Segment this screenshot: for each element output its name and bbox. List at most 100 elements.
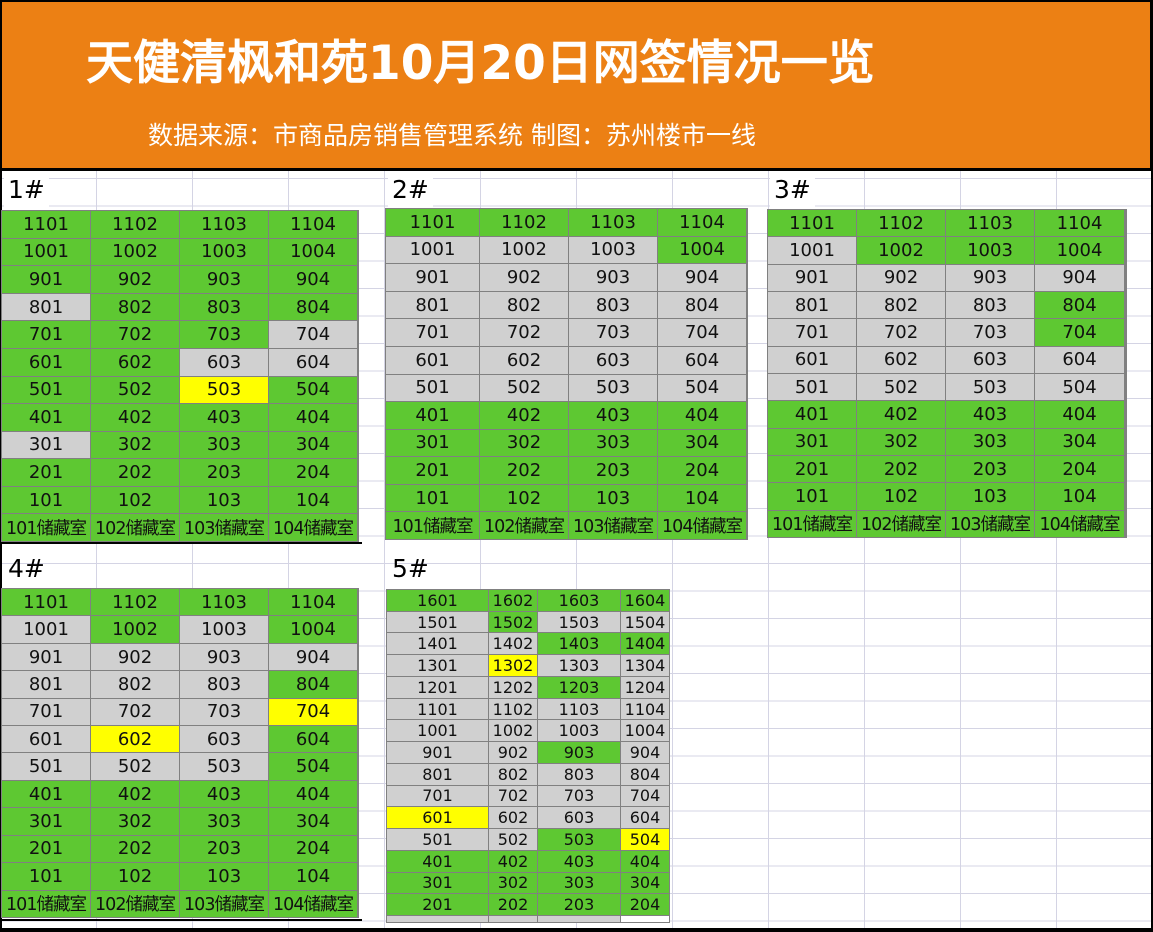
- unit-cell[interactable]: 601: [386, 346, 479, 374]
- unit-cell[interactable]: 201: [386, 457, 479, 484]
- unit-cell[interactable]: 904: [269, 643, 357, 671]
- unit-cell[interactable]: 204: [269, 459, 357, 486]
- unit-cell[interactable]: 404: [269, 404, 357, 431]
- unit-cell[interactable]: 503: [946, 374, 1034, 401]
- unit-cell[interactable]: 1601: [387, 590, 488, 611]
- unit-cell[interactable]: 501: [768, 374, 856, 401]
- unit-cell[interactable]: 102: [91, 863, 179, 890]
- unit-cell[interactable]: 601: [2, 726, 90, 753]
- unit-cell[interactable]: 1102: [91, 211, 179, 238]
- unit-cell[interactable]: 302: [489, 872, 537, 894]
- unit-cell[interactable]: 602: [480, 346, 568, 374]
- unit-cell[interactable]: 101储藏室: [2, 514, 90, 541]
- unit-cell[interactable]: 401: [768, 401, 856, 428]
- unit-cell[interactable]: 602: [91, 348, 179, 376]
- unit-cell[interactable]: 901: [386, 264, 479, 291]
- unit-cell[interactable]: 702: [480, 319, 568, 346]
- unit-cell[interactable]: 502: [489, 829, 537, 850]
- unit-cell[interactable]: 402: [480, 402, 568, 429]
- unit-cell[interactable]: 801: [387, 763, 488, 785]
- unit-cell[interactable]: 102储藏室: [91, 514, 179, 541]
- unit-cell[interactable]: 103储藏室: [180, 890, 268, 917]
- unit-cell[interactable]: 601: [387, 807, 488, 829]
- unit-cell[interactable]: 904: [621, 742, 669, 763]
- unit-cell[interactable]: 1002: [91, 238, 179, 266]
- unit-cell[interactable]: 1102: [91, 589, 179, 616]
- unit-cell[interactable]: 401: [386, 402, 479, 429]
- unit-cell[interactable]: 103: [569, 484, 657, 512]
- unit-cell[interactable]: 1102: [489, 698, 537, 720]
- unit-cell[interactable]: 1101: [2, 211, 90, 238]
- unit-cell[interactable]: 104储藏室: [1035, 510, 1124, 537]
- unit-cell[interactable]: 604: [1035, 346, 1124, 373]
- unit-cell[interactable]: 204: [621, 894, 669, 915]
- unit-cell[interactable]: 101: [386, 484, 479, 512]
- unit-cell[interactable]: 1303: [538, 655, 620, 676]
- unit-cell[interactable]: 304: [269, 431, 357, 459]
- unit-cell[interactable]: 1603: [538, 590, 620, 611]
- unit-cell[interactable]: 402: [91, 404, 179, 431]
- unit-cell[interactable]: 903: [180, 643, 268, 671]
- unit-cell[interactable]: 1103: [538, 698, 620, 720]
- unit-cell[interactable]: 1103: [180, 211, 268, 238]
- unit-cell[interactable]: 1302: [489, 655, 537, 676]
- unit-cell[interactable]: 1401: [387, 633, 488, 655]
- unit-cell[interactable]: 101: [2, 863, 90, 890]
- unit-cell[interactable]: 103储藏室: [569, 512, 657, 539]
- unit-cell[interactable]: 504: [269, 753, 357, 780]
- unit-cell[interactable]: 802: [857, 292, 945, 319]
- unit-cell[interactable]: 203: [569, 457, 657, 484]
- unit-cell[interactable]: 1204: [621, 676, 669, 698]
- unit-cell[interactable]: 1201: [387, 676, 488, 698]
- unit-cell[interactable]: 1003: [180, 238, 268, 266]
- unit-cell[interactable]: 904: [1035, 264, 1124, 291]
- unit-cell[interactable]: 301: [387, 872, 488, 894]
- unit-cell[interactable]: 102: [857, 483, 945, 510]
- unit-cell[interactable]: 401: [2, 780, 90, 808]
- unit-cell[interactable]: 404: [269, 780, 357, 808]
- unit-cell[interactable]: 802: [480, 291, 568, 319]
- unit-cell[interactable]: 104储藏室: [269, 514, 357, 541]
- unit-cell[interactable]: 701: [2, 321, 90, 348]
- unit-cell[interactable]: 501: [387, 829, 488, 850]
- unit-cell[interactable]: 901: [387, 742, 488, 763]
- unit-cell[interactable]: 103: [946, 483, 1034, 510]
- unit-cell[interactable]: 704: [658, 319, 746, 346]
- unit-cell[interactable]: 1002: [857, 237, 945, 264]
- unit-cell[interactable]: 301: [2, 431, 90, 459]
- unit-cell[interactable]: 104: [658, 484, 746, 512]
- unit-cell[interactable]: 903: [180, 266, 268, 293]
- unit-cell[interactable]: 704: [269, 321, 357, 348]
- unit-cell[interactable]: 101储藏室: [768, 510, 856, 537]
- unit-cell[interactable]: 403: [946, 401, 1034, 428]
- unit-cell[interactable]: 1103: [946, 210, 1034, 237]
- unit-cell[interactable]: 204: [1035, 456, 1124, 483]
- unit-cell[interactable]: 902: [489, 742, 537, 763]
- unit-cell[interactable]: 104: [269, 486, 357, 514]
- unit-cell[interactable]: 1002: [480, 236, 568, 264]
- unit-cell[interactable]: 303: [538, 872, 620, 894]
- unit-cell[interactable]: 101: [768, 483, 856, 510]
- unit-cell[interactable]: 602: [91, 726, 179, 753]
- unit-cell[interactable]: 1003: [946, 237, 1034, 264]
- unit-cell[interactable]: 804: [269, 671, 357, 698]
- unit-cell[interactable]: 103: [180, 863, 268, 890]
- unit-cell[interactable]: 803: [538, 763, 620, 785]
- unit-cell[interactable]: 303: [180, 808, 268, 835]
- unit-cell[interactable]: 504: [269, 376, 357, 404]
- unit-cell[interactable]: 301: [768, 428, 856, 455]
- unit-cell[interactable]: 903: [538, 742, 620, 763]
- unit-cell[interactable]: 402: [857, 401, 945, 428]
- unit-cell[interactable]: 403: [180, 780, 268, 808]
- unit-cell[interactable]: 504: [621, 829, 669, 850]
- unit-cell[interactable]: 504: [1035, 374, 1124, 401]
- unit-cell[interactable]: 804: [269, 293, 357, 321]
- unit-cell[interactable]: 704: [1035, 319, 1124, 346]
- unit-cell[interactable]: 702: [91, 698, 179, 726]
- unit-cell[interactable]: 503: [180, 753, 268, 780]
- unit-cell[interactable]: 203: [180, 459, 268, 486]
- unit-cell[interactable]: 102储藏室: [857, 510, 945, 537]
- unit-cell[interactable]: 701: [768, 319, 856, 346]
- unit-cell[interactable]: 1001: [386, 236, 479, 264]
- unit-cell[interactable]: 801: [768, 292, 856, 319]
